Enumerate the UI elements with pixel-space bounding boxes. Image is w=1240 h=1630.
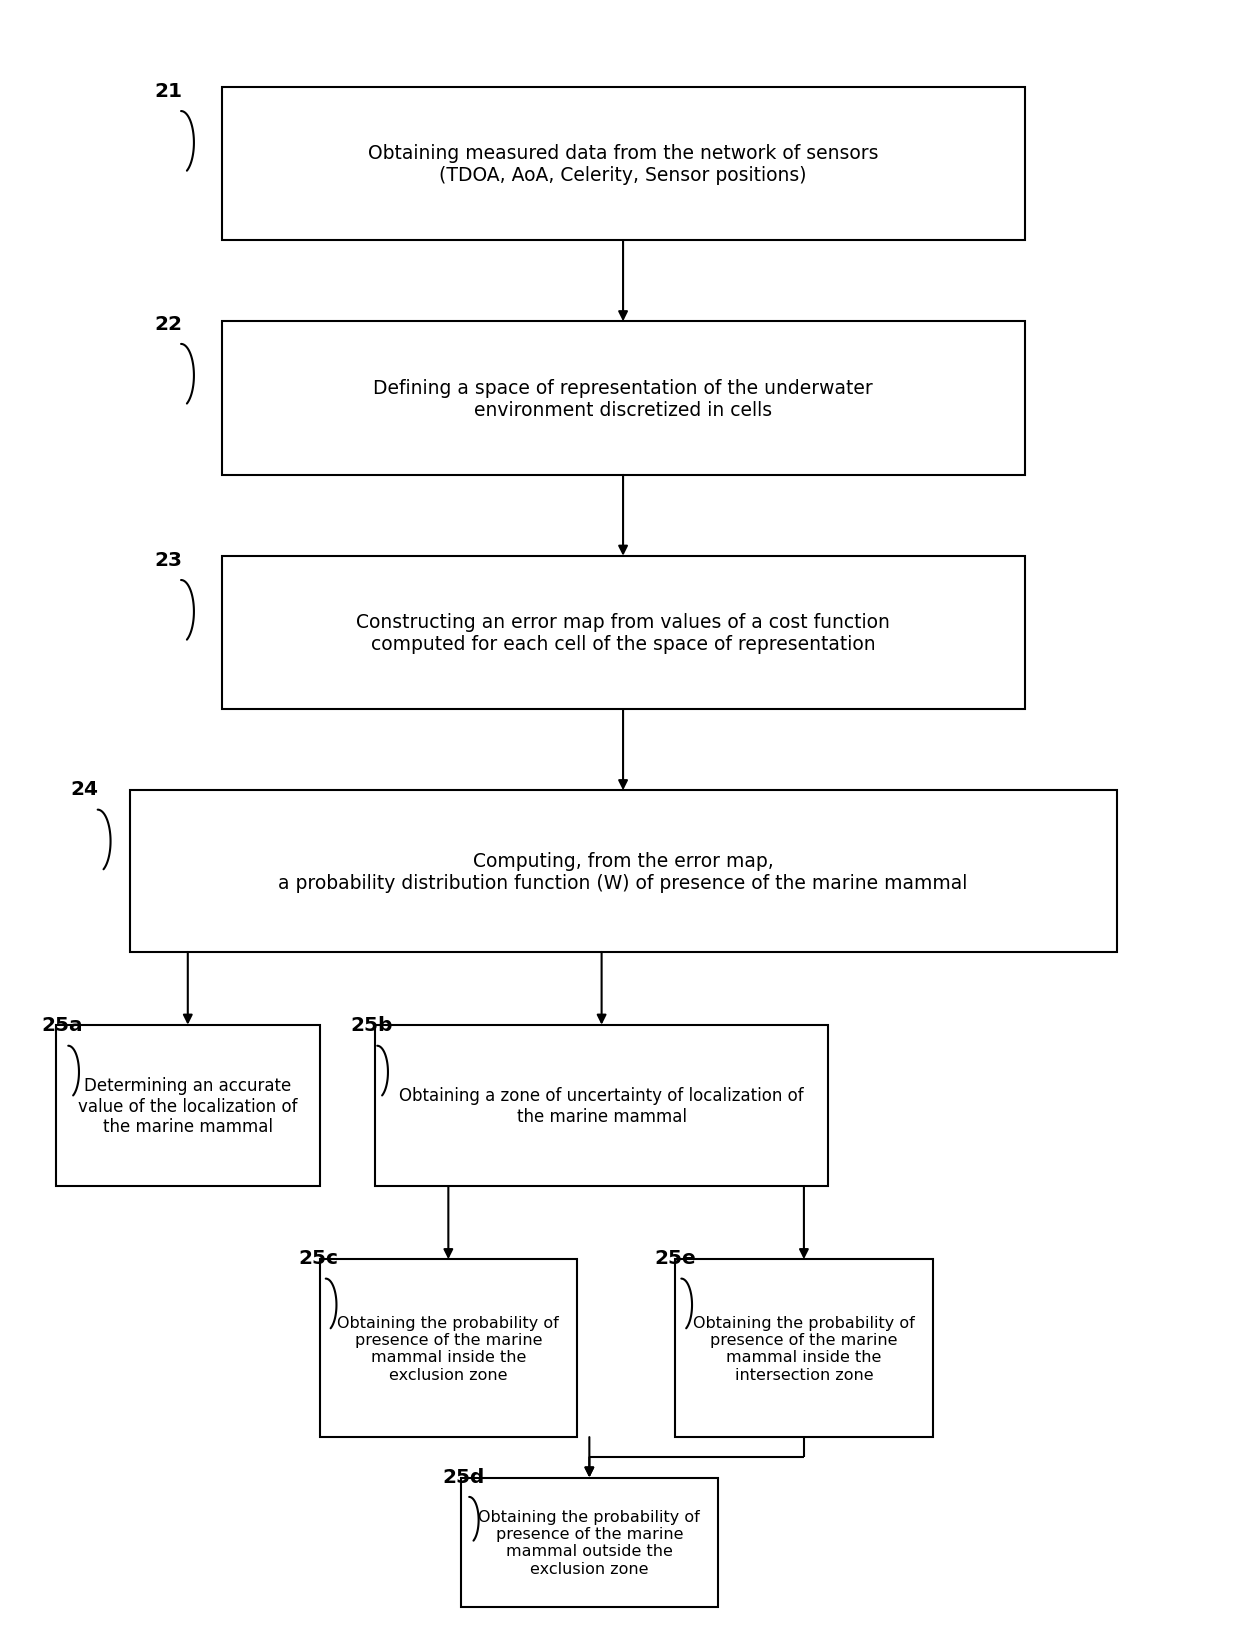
Text: Constructing an error map from values of a cost function
computed for each cell : Constructing an error map from values of… xyxy=(356,613,890,654)
Bar xyxy=(222,556,1024,711)
Text: Obtaining the probability of
presence of the marine
mammal inside the
exclusion : Obtaining the probability of presence of… xyxy=(337,1315,559,1382)
Text: Obtaining the probability of
presence of the marine
mammal inside the
intersecti: Obtaining the probability of presence of… xyxy=(693,1315,915,1382)
Text: Obtaining measured data from the network of sensors
(TDOA, AoA, Celerity, Sensor: Obtaining measured data from the network… xyxy=(368,143,878,184)
Text: 25a: 25a xyxy=(41,1015,83,1035)
Text: 25b: 25b xyxy=(350,1015,393,1035)
Bar xyxy=(222,323,1024,476)
Text: 25e: 25e xyxy=(655,1249,696,1268)
Text: 23: 23 xyxy=(154,551,182,569)
Text: Defining a space of representation of the underwater
environment discretized in : Defining a space of representation of th… xyxy=(373,378,873,419)
Bar xyxy=(320,1260,577,1438)
Text: 25c: 25c xyxy=(299,1249,339,1268)
Bar xyxy=(129,791,1116,952)
Text: 24: 24 xyxy=(71,779,99,799)
Text: Obtaining the probability of
presence of the marine
mammal outside the
exclusion: Obtaining the probability of presence of… xyxy=(479,1509,701,1576)
Bar xyxy=(460,1478,718,1607)
Text: 25d: 25d xyxy=(443,1467,485,1485)
Bar xyxy=(374,1025,828,1187)
Text: Computing, from the error map,
a probability distribution function (W) of presen: Computing, from the error map, a probabi… xyxy=(278,851,967,892)
Text: 21: 21 xyxy=(154,82,182,101)
Text: Obtaining a zone of uncertainty of localization of
the marine mammal: Obtaining a zone of uncertainty of local… xyxy=(399,1087,804,1125)
Text: Determining an accurate
value of the localization of
the marine mammal: Determining an accurate value of the loc… xyxy=(78,1076,298,1136)
Bar xyxy=(56,1025,320,1187)
Text: 22: 22 xyxy=(154,315,182,334)
Bar xyxy=(222,88,1024,241)
Bar xyxy=(675,1260,932,1438)
